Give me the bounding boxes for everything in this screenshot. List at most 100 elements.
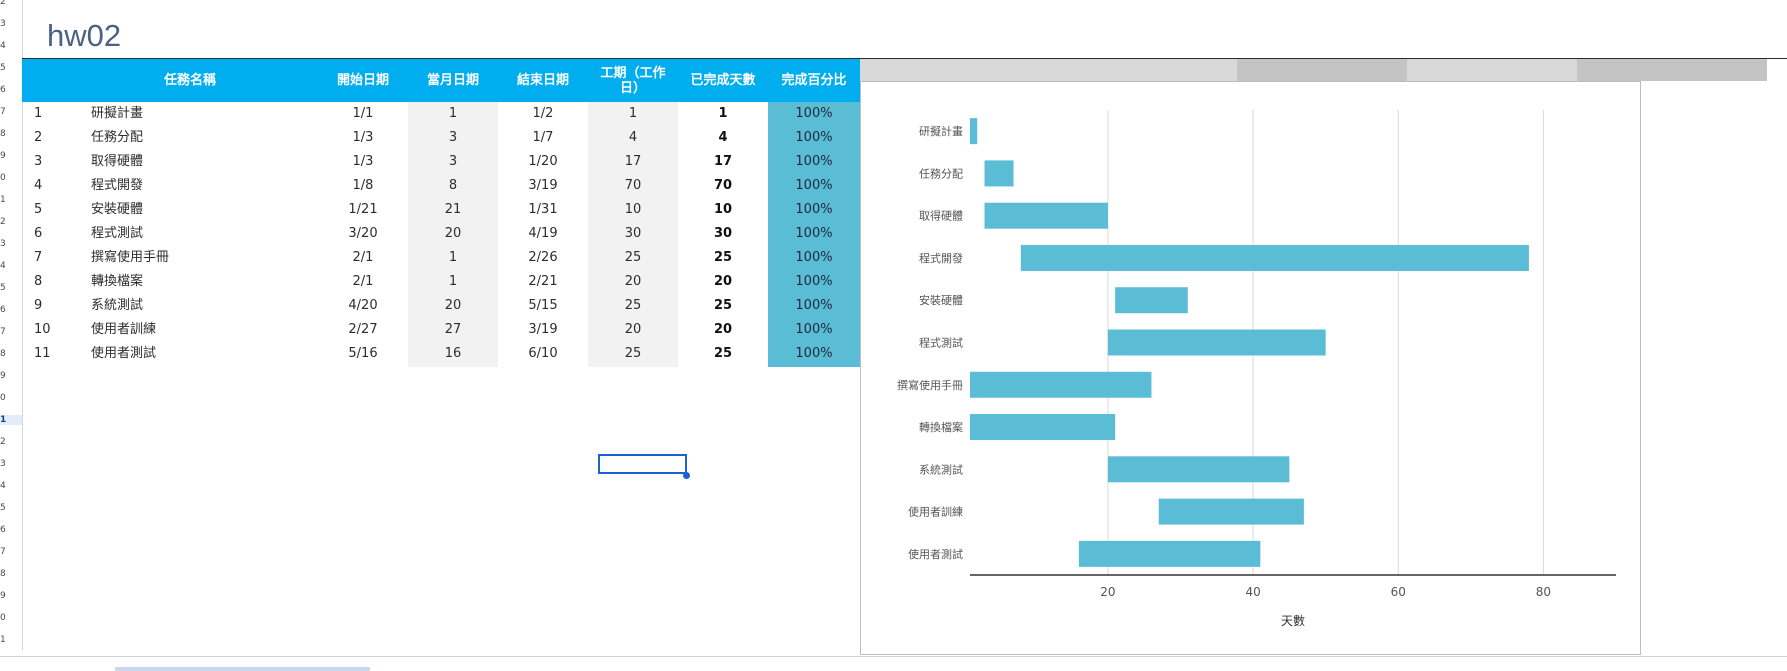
row-number[interactable]: 1 (0, 415, 22, 425)
cell-day[interactable]: 8 (448, 178, 458, 193)
cell-end[interactable]: 2/21 (528, 274, 558, 289)
cell-task[interactable]: 使用者測試 (91, 346, 157, 361)
column-header-pct[interactable]: 完成百分比 (781, 73, 847, 88)
cell-task[interactable]: 研擬計畫 (91, 106, 144, 121)
sheet-title[interactable]: hw02 (47, 18, 122, 53)
cell-end[interactable]: 5/15 (528, 298, 558, 313)
cell-no[interactable]: 10 (34, 322, 51, 337)
cell-pct[interactable]: 100% (795, 298, 833, 313)
cell-duration[interactable]: 20 (624, 274, 642, 289)
column-header-end[interactable]: 結束日期 (516, 73, 569, 88)
cell-end[interactable]: 3/19 (528, 178, 558, 193)
cell-day[interactable]: 20 (444, 298, 462, 313)
cell-no[interactable]: 8 (34, 274, 43, 289)
cell-start[interactable]: 3/20 (348, 226, 378, 241)
cell-day[interactable]: 21 (444, 202, 462, 217)
cell-start[interactable]: 1/8 (352, 178, 374, 193)
cell-pct[interactable]: 100% (795, 178, 833, 193)
row-number[interactable]: 9 (0, 591, 6, 601)
cell-task[interactable]: 程式測試 (91, 226, 144, 241)
row-number[interactable]: 8 (0, 129, 6, 139)
column-header-duration[interactable]: 工期（工作日） (600, 65, 666, 96)
row-number[interactable]: 3 (0, 459, 6, 469)
cell-end[interactable]: 2/26 (528, 250, 558, 265)
cell-pct[interactable]: 100% (795, 202, 833, 217)
cell-duration[interactable]: 20 (624, 322, 642, 337)
row-number[interactable]: 7 (0, 547, 6, 557)
cell-done[interactable]: 70 (713, 178, 733, 193)
cell-start[interactable]: 2/27 (348, 322, 378, 337)
cell-task[interactable]: 安裝硬體 (91, 202, 144, 217)
cell-pct[interactable]: 100% (795, 250, 833, 265)
cell-duration[interactable]: 25 (624, 346, 642, 361)
cell-start[interactable]: 2/1 (352, 274, 374, 289)
cell-duration[interactable]: 4 (628, 130, 638, 145)
cell-duration[interactable]: 25 (624, 298, 642, 313)
cell-day[interactable]: 20 (444, 226, 462, 241)
cell-task[interactable]: 任務分配 (91, 130, 144, 145)
row-number[interactable]: 8 (0, 349, 6, 359)
column-header-start[interactable]: 開始日期 (336, 73, 389, 88)
cell-task[interactable]: 轉換檔案 (91, 274, 144, 289)
cell-end[interactable]: 1/7 (532, 130, 554, 145)
cell-start[interactable]: 1/21 (348, 202, 378, 217)
row-number[interactable]: 2 (0, 437, 6, 447)
row-number[interactable]: 4 (0, 481, 6, 491)
cell-start[interactable]: 1/1 (352, 106, 374, 121)
row-number[interactable]: 7 (0, 107, 6, 117)
cell-duration[interactable]: 10 (624, 202, 642, 217)
selected-cell[interactable] (598, 454, 687, 474)
column-header-task[interactable]: 任務名稱 (163, 73, 216, 88)
row-number[interactable]: 4 (0, 261, 6, 271)
cell-no[interactable]: 2 (34, 130, 43, 145)
cell-day[interactable]: 1 (448, 274, 458, 289)
row-number[interactable]: 8 (0, 569, 6, 579)
row-number[interactable]: 9 (0, 151, 6, 161)
row-number[interactable]: 0 (0, 613, 6, 623)
cell-duration[interactable]: 17 (624, 154, 642, 169)
row-number[interactable]: 9 (0, 371, 6, 381)
row-number[interactable]: 0 (0, 393, 6, 403)
cell-no[interactable]: 9 (34, 298, 43, 313)
cell-done[interactable]: 20 (713, 322, 733, 337)
row-number[interactable]: 1 (0, 195, 6, 205)
cell-start[interactable]: 1/3 (352, 130, 374, 145)
cell-done[interactable]: 20 (713, 274, 733, 289)
cell-task[interactable]: 取得硬體 (91, 154, 144, 169)
row-number[interactable]: 2 (0, 0, 6, 7)
cell-day[interactable]: 3 (448, 130, 458, 145)
cell-pct[interactable]: 100% (795, 274, 833, 289)
column-header-day[interactable]: 當月日期 (426, 73, 479, 88)
cell-task[interactable]: 程式開發 (91, 178, 144, 193)
row-number[interactable]: 0 (0, 173, 6, 183)
cell-done[interactable]: 1 (718, 106, 728, 121)
cell-done[interactable]: 10 (713, 202, 733, 217)
sheet-tab-indicator[interactable] (115, 667, 370, 671)
cell-day[interactable]: 27 (444, 322, 462, 337)
row-number[interactable]: 3 (0, 239, 6, 249)
cell-done[interactable]: 25 (713, 298, 733, 313)
cell-end[interactable]: 1/2 (532, 106, 554, 121)
cell-duration[interactable]: 1 (628, 106, 638, 121)
fill-handle[interactable] (683, 472, 690, 479)
row-number[interactable]: 6 (0, 525, 6, 535)
cell-task[interactable]: 使用者訓練 (91, 322, 157, 337)
row-number[interactable]: 6 (0, 85, 6, 95)
cell-done[interactable]: 4 (718, 130, 728, 145)
cell-no[interactable]: 5 (34, 202, 43, 217)
cell-start[interactable]: 1/3 (352, 154, 374, 169)
row-number[interactable]: 5 (0, 283, 6, 293)
cell-pct[interactable]: 100% (795, 226, 833, 241)
cell-end[interactable]: 1/31 (528, 202, 558, 217)
cell-no[interactable]: 7 (34, 250, 43, 265)
cell-day[interactable]: 16 (444, 346, 462, 361)
gantt-chart[interactable]: 20 40 60 80 研擬計畫 任務分配 取得硬體 程式開發 安裝硬體 程式測試 撰寫使用手冊 轉換… (860, 81, 1641, 655)
row-number[interactable]: 7 (0, 327, 6, 337)
cell-done[interactable]: 17 (713, 154, 733, 169)
row-number[interactable]: 6 (0, 305, 6, 315)
row-number[interactable]: 2 (0, 217, 6, 227)
row-number[interactable]: 5 (0, 63, 6, 73)
cell-end[interactable]: 3/19 (528, 322, 558, 337)
cell-start[interactable]: 4/20 (348, 298, 378, 313)
cell-no[interactable]: 4 (34, 178, 43, 193)
